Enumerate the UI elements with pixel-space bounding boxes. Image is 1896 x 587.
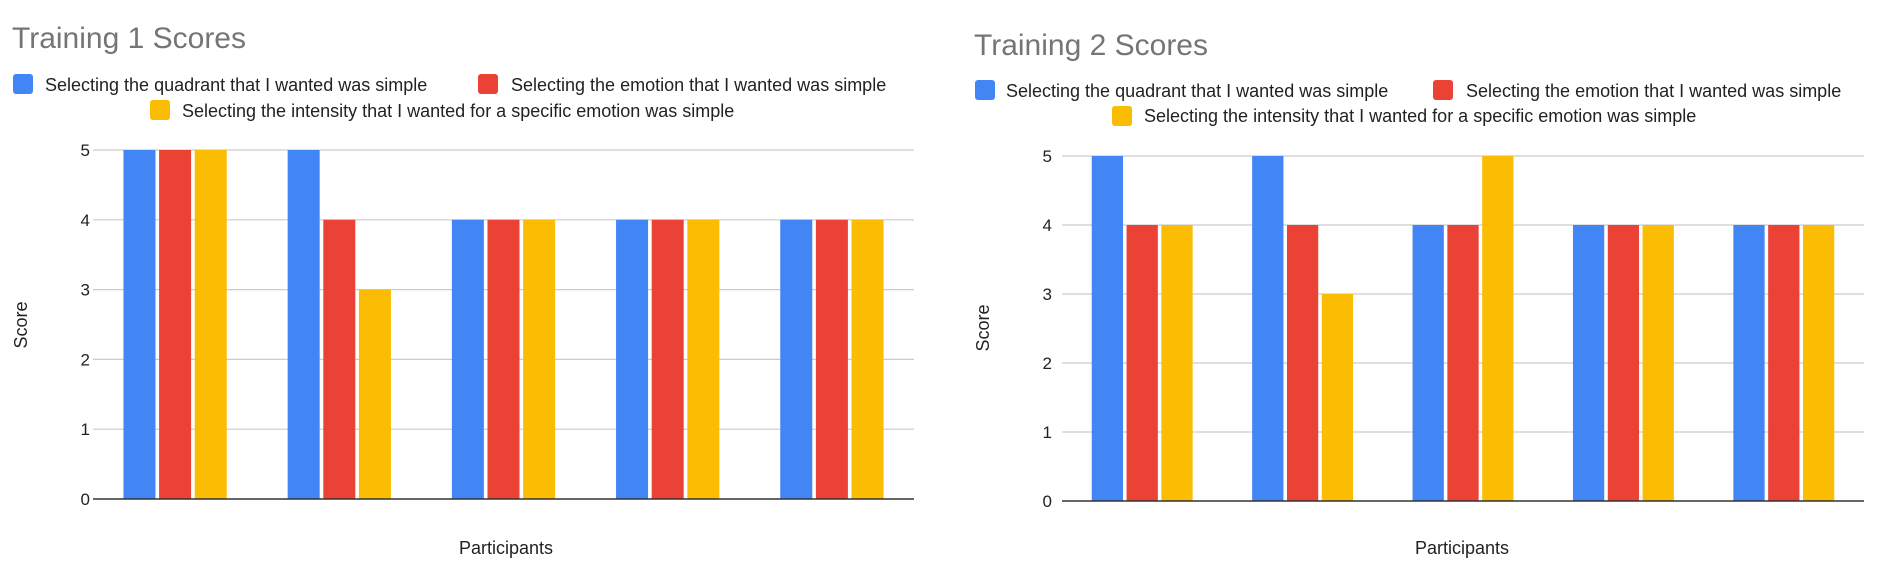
- legend-label-quadrant: Selecting the quadrant that I wanted was…: [45, 75, 427, 95]
- y-tick-label: 4: [81, 211, 90, 230]
- bar-participant-3-series-2: [1447, 225, 1479, 501]
- y-tick-label: 5: [1043, 147, 1052, 166]
- bar-participant-1-series-1: [123, 150, 156, 499]
- legend-swatch-quadrant: [13, 74, 33, 94]
- y-tick-label: 3: [81, 281, 90, 300]
- legend: Selecting the quadrant that I wanted was…: [975, 80, 1841, 126]
- bar-participant-5-series-3: [851, 219, 884, 500]
- bar-participant-3-series-1: [1412, 225, 1444, 501]
- bar-participant-5-series-1: [1733, 225, 1765, 501]
- bar-participant-2-series-1: [287, 150, 320, 499]
- y-tick-label: 4: [1043, 216, 1052, 235]
- bar-participant-4-series-1: [616, 219, 649, 500]
- bar-participant-2-series-2: [1286, 225, 1319, 501]
- legend-swatch-intensity: [1112, 106, 1132, 126]
- legend-label-intensity: Selecting the intensity that I wanted fo…: [182, 101, 734, 121]
- bar-participant-4-series-3: [1642, 225, 1674, 501]
- y-axis-label: Score: [11, 301, 31, 348]
- bar-participant-2-series-1: [1252, 156, 1284, 501]
- bar-participant-5-series-2: [815, 219, 848, 500]
- legend-label-intensity: Selecting the intensity that I wanted fo…: [1144, 106, 1696, 126]
- legend-label-emotion: Selecting the emotion that I wanted was …: [1466, 81, 1841, 101]
- y-tick-label: 1: [81, 420, 90, 439]
- bar-participant-5-series-3: [1802, 225, 1835, 501]
- bar-participant-2-series-3: [358, 289, 391, 499]
- y-axis-label: Score: [973, 304, 993, 351]
- y-ticks: 0 1 2 3 4 5: [1043, 147, 1052, 511]
- bar-participant-4-series-2: [1607, 225, 1640, 501]
- y-tick-label: 5: [81, 141, 90, 160]
- bar-participant-2-series-2: [323, 219, 356, 500]
- bar-participant-3-series-2: [487, 219, 520, 500]
- chart-title: Training 2 Scores: [974, 29, 1208, 62]
- bar-participant-1-series-3: [194, 150, 227, 499]
- bar-participant-1-series-3: [1161, 225, 1193, 501]
- legend-swatch-quadrant: [975, 80, 995, 100]
- legend-label-emotion: Selecting the emotion that I wanted was …: [511, 75, 886, 95]
- bar-participant-4-series-3: [687, 219, 720, 500]
- legend-label-quadrant: Selecting the quadrant that I wanted was…: [1006, 81, 1388, 101]
- legend-swatch-intensity: [150, 100, 170, 120]
- bar-participant-5-series-1: [780, 219, 813, 500]
- bar-participant-3-series-3: [523, 219, 556, 500]
- y-tick-label: 3: [1043, 285, 1052, 304]
- y-tick-label: 2: [1043, 354, 1052, 373]
- bar-participant-3-series-1: [451, 219, 484, 500]
- bars: [1091, 156, 1835, 501]
- bars: [123, 150, 884, 500]
- bar-participant-4-series-2: [651, 219, 684, 500]
- bar-participant-5-series-2: [1768, 225, 1800, 501]
- bar-participant-2-series-3: [1321, 294, 1354, 501]
- y-ticks: 0 1 2 3 4 5: [81, 141, 90, 509]
- bar-participant-1-series-2: [1126, 225, 1158, 501]
- chart-training-1: Training 1 Scores Selecting the quadrant…: [11, 22, 914, 558]
- bar-participant-4-series-1: [1572, 225, 1605, 501]
- y-tick-label: 0: [81, 490, 90, 509]
- chart-training-2: Training 2 Scores Selecting the quadrant…: [973, 29, 1864, 558]
- x-axis-label: Participants: [459, 538, 553, 558]
- legend: Selecting the quadrant that I wanted was…: [13, 74, 886, 121]
- bar-participant-3-series-3: [1482, 156, 1514, 501]
- x-axis-label: Participants: [1415, 538, 1509, 558]
- bar-participant-1-series-1: [1091, 156, 1124, 501]
- y-tick-label: 2: [81, 350, 90, 369]
- legend-swatch-emotion: [478, 74, 498, 94]
- legend-swatch-emotion: [1433, 80, 1453, 100]
- y-tick-label: 0: [1043, 492, 1052, 511]
- chart-title: Training 1 Scores: [12, 22, 246, 55]
- bar-participant-1-series-2: [159, 150, 192, 499]
- y-tick-label: 1: [1043, 423, 1052, 442]
